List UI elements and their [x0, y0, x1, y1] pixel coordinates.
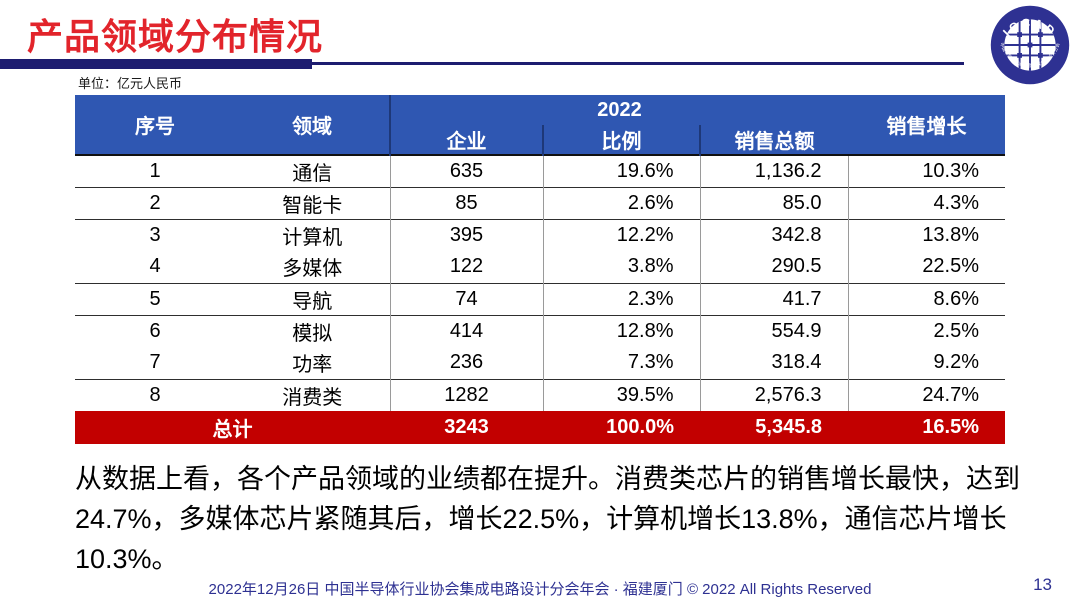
cell-domain: 通信 — [235, 154, 390, 187]
cell-domain: 多媒体 — [282, 258, 343, 281]
header-total-sales: 销售总额 — [698, 125, 849, 155]
cell-sales-growth: 4.3% — [847, 187, 1006, 219]
logo-circuit-grid — [1004, 19, 1056, 71]
table-row: 8 消费类 1282 39.5% 2,576.3 24.7% — [75, 379, 1006, 411]
cell-enterprises: 85 — [389, 187, 543, 219]
cell-proportion: 12.2% — [542, 219, 700, 251]
cell-total-sales: 41.7 — [699, 283, 849, 315]
logo-circuit-dots — [1017, 32, 1043, 58]
table-header: 序号 领域 2022 销售增长 企业 比例 销售总额 — [75, 95, 1006, 155]
cell-sales-growth: 10.3% — [847, 154, 1006, 187]
table-row: 1 通信 635 19.6% 1,136.2 10.3% — [75, 154, 1006, 187]
cell-seq: 3 — [149, 223, 161, 246]
cell-enterprises: 122 — [389, 251, 543, 283]
cell-proportion: 19.6% — [542, 154, 700, 187]
total-growth: 16.5% — [848, 411, 1006, 444]
product-table: 序号 领域 2022 销售增长 企业 比例 销售总额 1 通信 635 19.6% 1,… — [75, 95, 1006, 444]
cell-sales-growth: 8.6% — [847, 283, 1006, 315]
total-proportion: 100.0% — [543, 411, 700, 444]
cell-sales-growth: 13.8% — [847, 219, 1006, 251]
commentary-line: 24.7%，多媒体芯片紧随其后，增长22.5%，计算机增长13.8%，通信芯片增… — [75, 504, 1007, 534]
cell-total-sales: 554.9 — [699, 315, 849, 347]
table-row: 6 模拟 414 12.8% 554.9 2.5% — [75, 315, 1006, 347]
commentary: 从数据上看，各个产品领域的业绩都在提升。消费类芯片的销售增长最快，达到 24.7… — [75, 459, 1025, 579]
cell-enterprises: 236 — [389, 347, 543, 379]
commentary-line: 从数据上看，各个产品领域的业绩都在提升。消费类芯片的销售增长最快，达到 — [75, 464, 1020, 494]
cell-enterprises: 395 — [389, 219, 543, 251]
cell-seq: 8 — [149, 383, 161, 406]
cell-enterprises: 1282 — [389, 379, 543, 411]
unit-label: 单位：亿元人民币 — [78, 76, 183, 91]
header-seq: 序号 — [75, 95, 235, 155]
cell-domain: 功率 — [292, 354, 333, 377]
total-sales: 5,345.8 — [700, 411, 849, 444]
cell-domain: 消费类 — [282, 386, 343, 409]
cell-proportion: 3.8% — [542, 251, 700, 283]
cell-proportion: 2.6% — [542, 187, 700, 219]
cell-domain: 智能卡 — [282, 194, 343, 217]
header-domain: 领域 — [235, 95, 390, 155]
iccad-logo: ICCAD 中国半导体行业协会集成电路设计分会 — [990, 5, 1070, 85]
cell-enterprises: 635 — [389, 154, 543, 187]
header-proportion: 比例 — [542, 125, 700, 155]
table-row: 4 多媒体 122 3.8% 290.5 22.5% — [75, 251, 1006, 283]
cell-sales-growth: 2.5% — [847, 315, 1006, 347]
cell-proportion: 12.8% — [542, 315, 700, 347]
title-underline-thin — [312, 62, 964, 65]
total-label: 总计 — [75, 411, 390, 444]
cell-proportion: 7.3% — [542, 347, 700, 379]
cell-total-sales: 2,576.3 — [699, 379, 849, 411]
table-row: 7 功率 236 7.3% 318.4 9.2% — [75, 347, 1006, 379]
table-body: 1 通信 635 19.6% 1,136.2 10.3% 2 智能卡 85 2.6% 85.0 4.3… — [75, 154, 1006, 411]
cell-enterprises: 74 — [389, 283, 543, 315]
table-row: 3 计算机 395 12.2% 342.8 13.8% — [75, 219, 1006, 251]
cell-domain: 导航 — [292, 290, 333, 313]
page-number: 13 — [1033, 575, 1052, 594]
header-year: 2022 — [388, 95, 849, 125]
cell-domain: 计算机 — [282, 226, 343, 249]
footer-text: 2022年12月26日 中国半导体行业协会集成电路设计分会年会 · 福建厦门 ©… — [208, 581, 872, 598]
header-enterprises: 企业 — [389, 125, 543, 155]
cell-proportion: 39.5% — [542, 379, 700, 411]
cell-seq: 4 — [149, 255, 161, 278]
cell-total-sales: 1,136.2 — [699, 154, 849, 187]
cell-total-sales: 342.8 — [699, 219, 849, 251]
cell-seq: 6 — [149, 319, 161, 342]
cell-proportion: 2.3% — [542, 283, 700, 315]
header-sales-growth: 销售增长 — [848, 95, 1006, 155]
cell-total-sales: 85.0 — [699, 187, 849, 219]
cell-enterprises: 414 — [389, 315, 543, 347]
cell-seq: 5 — [149, 287, 161, 310]
cell-domain: 模拟 — [292, 322, 333, 345]
cell-total-sales: 318.4 — [699, 347, 849, 379]
cell-seq: 1 — [75, 154, 235, 187]
page-title: 产品领域分布情况 — [27, 16, 324, 57]
total-enterprises: 3243 — [390, 411, 543, 444]
cell-seq: 7 — [149, 351, 161, 374]
cell-sales-growth: 22.5% — [847, 251, 1006, 283]
total-row: 总计 3243 100.0% 5,345.8 16.5% — [75, 411, 1006, 444]
title-underline-thick — [0, 59, 312, 69]
commentary-line: 10.3%。 — [75, 544, 179, 574]
table-row: 2 智能卡 85 2.6% 85.0 4.3% — [75, 187, 1006, 219]
cell-sales-growth: 24.7% — [847, 379, 1006, 411]
cell-total-sales: 290.5 — [699, 251, 849, 283]
cell-seq: 2 — [149, 191, 161, 214]
table-row: 5 导航 74 2.3% 41.7 8.6% — [75, 283, 1006, 315]
cell-sales-growth: 9.2% — [847, 347, 1006, 379]
